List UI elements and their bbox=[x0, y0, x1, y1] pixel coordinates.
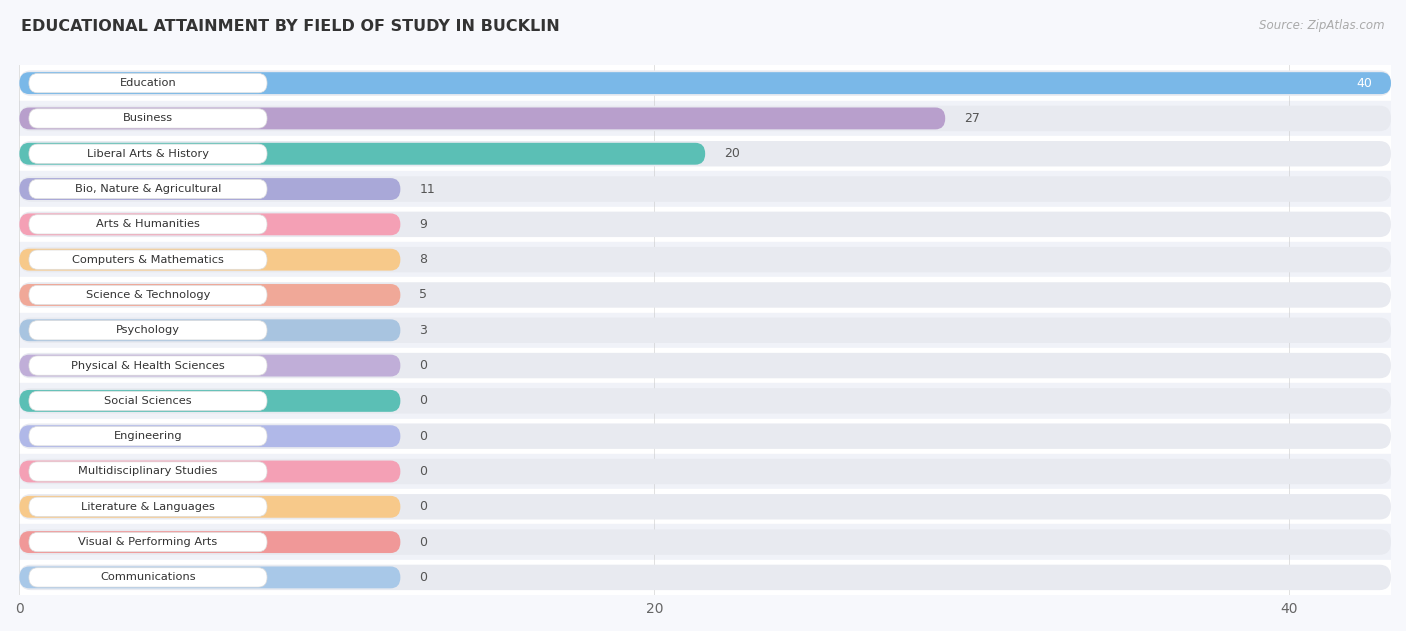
Text: Source: ZipAtlas.com: Source: ZipAtlas.com bbox=[1260, 19, 1385, 32]
FancyBboxPatch shape bbox=[20, 107, 945, 129]
Text: 8: 8 bbox=[419, 253, 427, 266]
FancyBboxPatch shape bbox=[30, 462, 267, 481]
FancyBboxPatch shape bbox=[20, 390, 401, 412]
Bar bbox=[20, 312, 1391, 348]
FancyBboxPatch shape bbox=[20, 213, 401, 235]
Bar bbox=[20, 524, 1391, 560]
Bar bbox=[20, 383, 1391, 418]
FancyBboxPatch shape bbox=[20, 211, 1391, 237]
FancyBboxPatch shape bbox=[30, 497, 267, 516]
FancyBboxPatch shape bbox=[20, 143, 706, 165]
FancyBboxPatch shape bbox=[20, 529, 1391, 555]
Bar bbox=[20, 348, 1391, 383]
Text: Literature & Languages: Literature & Languages bbox=[82, 502, 215, 512]
Bar bbox=[20, 101, 1391, 136]
Bar bbox=[20, 66, 1391, 101]
FancyBboxPatch shape bbox=[30, 568, 267, 587]
Text: Liberal Arts & History: Liberal Arts & History bbox=[87, 149, 209, 159]
FancyBboxPatch shape bbox=[20, 319, 401, 341]
FancyBboxPatch shape bbox=[20, 459, 1391, 484]
Text: 11: 11 bbox=[419, 182, 436, 196]
Bar bbox=[20, 207, 1391, 242]
FancyBboxPatch shape bbox=[20, 531, 401, 553]
FancyBboxPatch shape bbox=[20, 565, 1391, 590]
FancyBboxPatch shape bbox=[20, 355, 401, 377]
Text: 0: 0 bbox=[419, 500, 427, 513]
Bar bbox=[20, 489, 1391, 524]
Text: 0: 0 bbox=[419, 465, 427, 478]
Text: 0: 0 bbox=[419, 536, 427, 548]
Bar bbox=[20, 418, 1391, 454]
FancyBboxPatch shape bbox=[30, 427, 267, 446]
Text: Engineering: Engineering bbox=[114, 431, 183, 441]
FancyBboxPatch shape bbox=[20, 282, 1391, 308]
FancyBboxPatch shape bbox=[20, 423, 1391, 449]
Text: 0: 0 bbox=[419, 430, 427, 443]
Bar bbox=[20, 172, 1391, 207]
FancyBboxPatch shape bbox=[30, 356, 267, 375]
FancyBboxPatch shape bbox=[20, 353, 1391, 378]
Bar bbox=[20, 454, 1391, 489]
FancyBboxPatch shape bbox=[30, 109, 267, 128]
FancyBboxPatch shape bbox=[20, 249, 401, 271]
FancyBboxPatch shape bbox=[20, 425, 401, 447]
Text: Visual & Performing Arts: Visual & Performing Arts bbox=[79, 537, 218, 547]
Text: Bio, Nature & Agricultural: Bio, Nature & Agricultural bbox=[75, 184, 221, 194]
FancyBboxPatch shape bbox=[20, 284, 401, 306]
FancyBboxPatch shape bbox=[20, 317, 1391, 343]
FancyBboxPatch shape bbox=[30, 250, 267, 269]
FancyBboxPatch shape bbox=[20, 71, 1391, 96]
FancyBboxPatch shape bbox=[30, 215, 267, 234]
Text: Arts & Humanities: Arts & Humanities bbox=[96, 220, 200, 229]
Text: 27: 27 bbox=[965, 112, 980, 125]
Text: Science & Technology: Science & Technology bbox=[86, 290, 209, 300]
Text: 0: 0 bbox=[419, 394, 427, 408]
Text: 20: 20 bbox=[724, 147, 740, 160]
Bar bbox=[20, 277, 1391, 312]
Text: Computers & Mathematics: Computers & Mathematics bbox=[72, 255, 224, 264]
Text: Psychology: Psychology bbox=[115, 325, 180, 335]
FancyBboxPatch shape bbox=[30, 179, 267, 199]
FancyBboxPatch shape bbox=[20, 141, 1391, 167]
FancyBboxPatch shape bbox=[20, 176, 1391, 202]
Bar bbox=[20, 560, 1391, 595]
FancyBboxPatch shape bbox=[30, 391, 267, 411]
Text: 5: 5 bbox=[419, 288, 427, 302]
FancyBboxPatch shape bbox=[20, 247, 1391, 273]
Text: 3: 3 bbox=[419, 324, 427, 337]
FancyBboxPatch shape bbox=[20, 494, 1391, 519]
FancyBboxPatch shape bbox=[20, 106, 1391, 131]
FancyBboxPatch shape bbox=[20, 496, 401, 518]
FancyBboxPatch shape bbox=[20, 567, 401, 588]
FancyBboxPatch shape bbox=[20, 461, 401, 483]
Text: 0: 0 bbox=[419, 359, 427, 372]
FancyBboxPatch shape bbox=[30, 321, 267, 340]
Text: 40: 40 bbox=[1355, 76, 1372, 90]
Bar bbox=[20, 242, 1391, 277]
Text: Communications: Communications bbox=[100, 572, 195, 582]
Text: Education: Education bbox=[120, 78, 176, 88]
FancyBboxPatch shape bbox=[30, 144, 267, 163]
Text: Physical & Health Sciences: Physical & Health Sciences bbox=[72, 360, 225, 370]
FancyBboxPatch shape bbox=[30, 73, 267, 93]
FancyBboxPatch shape bbox=[30, 533, 267, 551]
Text: Business: Business bbox=[122, 114, 173, 124]
FancyBboxPatch shape bbox=[20, 388, 1391, 413]
Text: Social Sciences: Social Sciences bbox=[104, 396, 191, 406]
Text: 9: 9 bbox=[419, 218, 427, 231]
Text: 0: 0 bbox=[419, 571, 427, 584]
Bar bbox=[20, 136, 1391, 172]
Text: EDUCATIONAL ATTAINMENT BY FIELD OF STUDY IN BUCKLIN: EDUCATIONAL ATTAINMENT BY FIELD OF STUDY… bbox=[21, 19, 560, 34]
FancyBboxPatch shape bbox=[20, 178, 401, 200]
Text: Multidisciplinary Studies: Multidisciplinary Studies bbox=[79, 466, 218, 476]
FancyBboxPatch shape bbox=[20, 72, 1391, 94]
FancyBboxPatch shape bbox=[30, 285, 267, 305]
